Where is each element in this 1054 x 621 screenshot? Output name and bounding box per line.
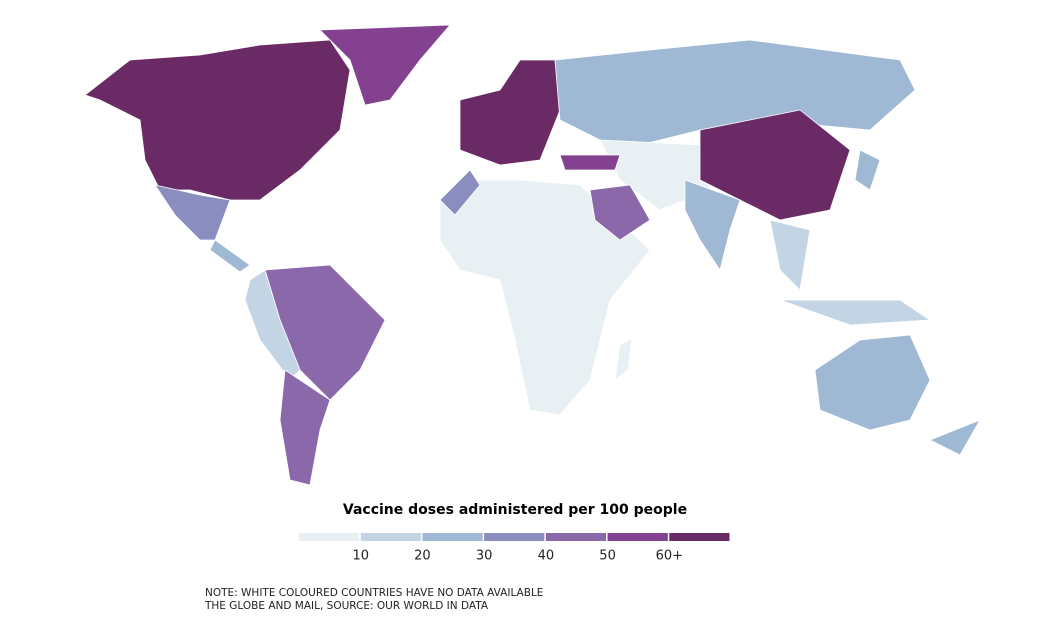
europe [459, 59, 561, 166]
legend-title: Vaccine doses administered per 100 peopl… [343, 502, 687, 518]
china [699, 109, 851, 221]
new-zealand [929, 419, 981, 456]
japan [854, 149, 881, 191]
madagascar [614, 337, 633, 381]
legend-tick-label: 50 [599, 549, 616, 564]
legend-tick-label: 40 [538, 549, 555, 564]
source: THE GLOBE AND MAIL, SOURCE: OUR WORLD IN… [204, 600, 489, 612]
legend-tick-label: 10 [352, 549, 369, 564]
southern-cone [279, 369, 331, 486]
legend: 10 20 30 40 50 60+ [299, 533, 730, 564]
saudi-arabia [589, 184, 651, 241]
southeast-asia [769, 219, 811, 291]
indonesia [779, 299, 932, 326]
note: NOTE: WHITE COLOURED COUNTRIES HAVE NO D… [205, 587, 543, 599]
north-america [84, 39, 351, 201]
legend-swatch [545, 533, 607, 541]
legend-swatch [669, 533, 730, 541]
legend-swatch [607, 533, 668, 541]
africa [439, 179, 651, 416]
legend-tick-label: 60+ [656, 549, 683, 564]
central-america [209, 239, 251, 273]
legend-swatch [422, 533, 483, 541]
legend-swatch [360, 533, 421, 541]
india [684, 179, 741, 271]
legend-tick-label: 20 [414, 549, 431, 564]
world-map [84, 24, 981, 486]
andes [244, 269, 301, 381]
morocco [439, 169, 481, 216]
turkey [559, 154, 621, 171]
legend-swatch [484, 533, 545, 541]
legend-swatch [299, 533, 360, 541]
greenland [319, 24, 451, 106]
legend-tick-label: 30 [476, 549, 493, 564]
australia [814, 334, 931, 431]
